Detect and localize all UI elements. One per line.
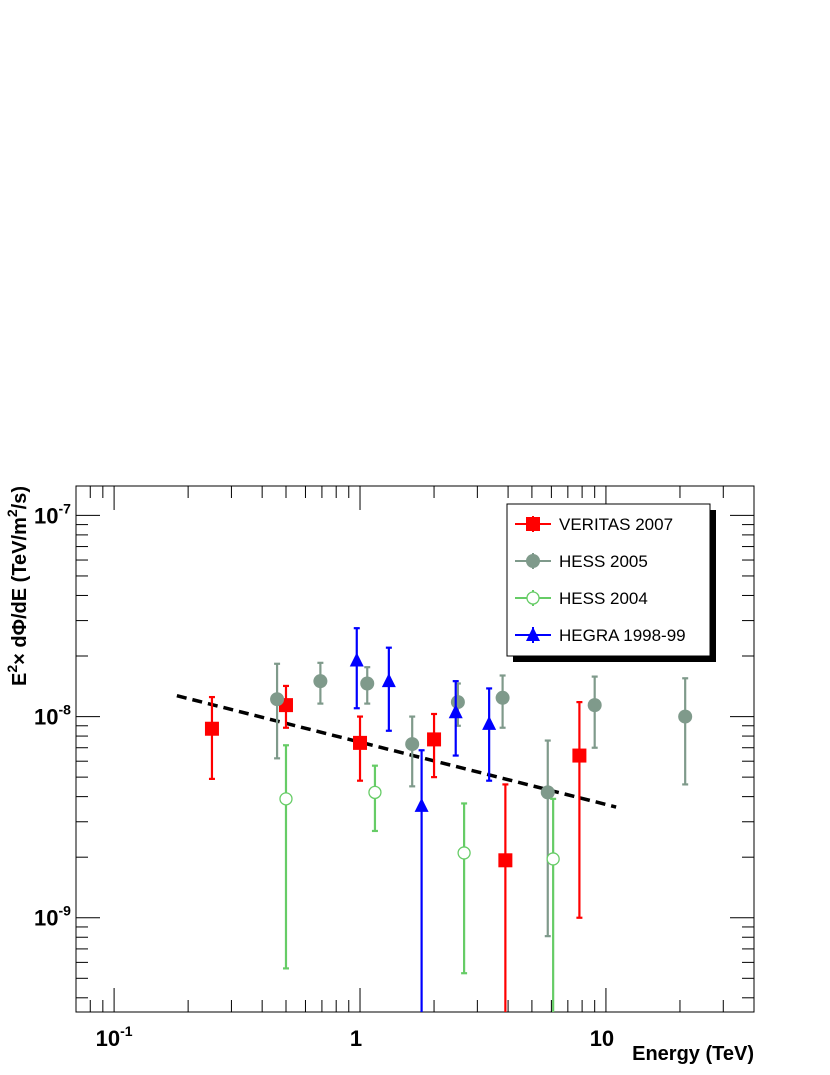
legend-entry: HESS 2004 — [515, 589, 648, 608]
data-point — [546, 852, 560, 866]
data-point — [495, 690, 510, 705]
data-point — [587, 698, 602, 713]
legend-label: HESS 2005 — [559, 552, 648, 571]
series-hegra-1998-99 — [349, 627, 497, 1012]
data-point — [414, 797, 429, 812]
data-point — [450, 695, 465, 710]
x-tick-label: 10-1 — [96, 1023, 133, 1051]
y-tick-label: 10-8 — [34, 702, 71, 730]
y-tick-label: 10-9 — [34, 903, 71, 931]
x-tick-label: 10 — [590, 1026, 614, 1051]
data-point — [540, 785, 555, 800]
legend-marker — [526, 517, 540, 531]
data-point — [678, 709, 693, 724]
legend-marker — [526, 627, 540, 641]
legend-entry: VERITAS 2007 — [515, 515, 673, 534]
legend-box — [506, 503, 711, 657]
data-point — [482, 715, 497, 730]
data-point — [204, 721, 219, 736]
data-point — [498, 853, 513, 868]
legend-entry: HEGRA 1998-99 — [515, 626, 686, 645]
data-point — [572, 748, 587, 763]
data-point — [427, 732, 442, 747]
legend-marker — [526, 554, 540, 568]
legend-label: HESS 2004 — [559, 589, 648, 608]
data-point — [270, 692, 285, 707]
legend-label: HEGRA 1998-99 — [559, 626, 686, 645]
y-tick-label: 10-7 — [34, 500, 71, 528]
plot-frame — [75, 485, 755, 1013]
legend-marker — [526, 591, 540, 605]
series-hess-2004 — [279, 744, 560, 1012]
data-point — [368, 785, 382, 800]
x-tick-label: 1 — [350, 1026, 362, 1051]
series-hess-2005 — [270, 661, 693, 938]
data-point — [313, 674, 328, 689]
data-point — [457, 846, 471, 860]
series-veritas-2007 — [204, 684, 587, 1012]
x-axis-title: Energy (TeV) — [632, 1043, 754, 1065]
data-point — [353, 735, 368, 750]
data-point — [405, 737, 420, 752]
y-axis-title: E2× dΦ/dE (TeV/m2/s) — [4, 486, 31, 686]
legend-entry: HESS 2005 — [515, 552, 648, 571]
data-point — [349, 652, 364, 667]
data-point — [360, 676, 375, 691]
data-point — [381, 673, 396, 688]
data-point — [279, 792, 293, 806]
data-point — [448, 704, 463, 719]
legend-label: VERITAS 2007 — [559, 515, 673, 534]
